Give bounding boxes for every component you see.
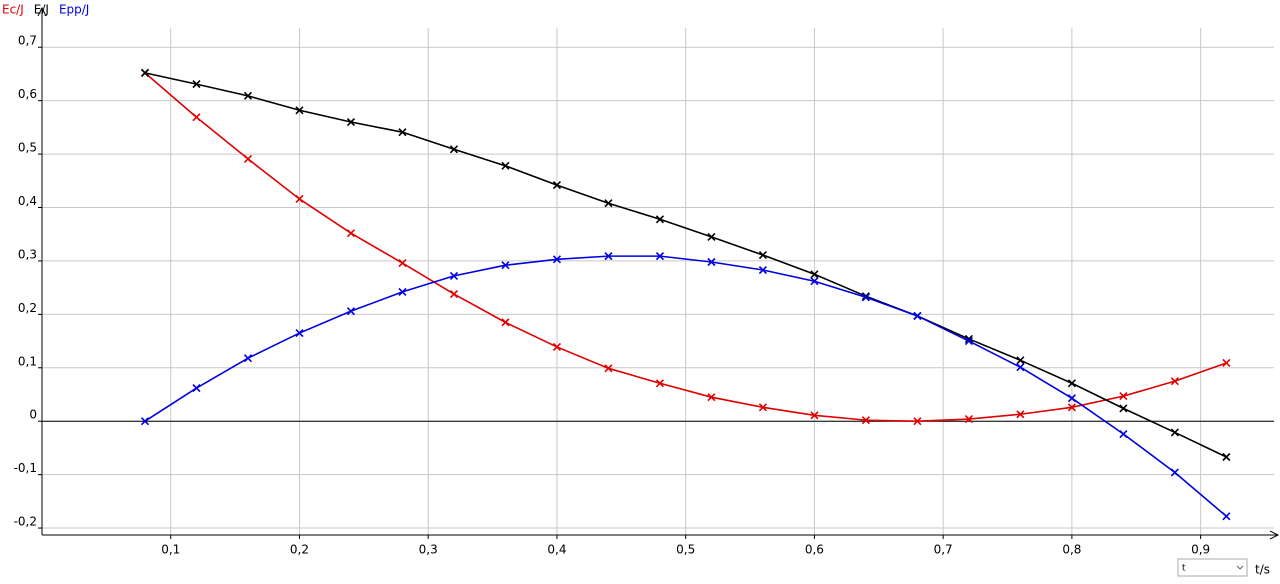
y-tick-label: 0 xyxy=(29,408,37,422)
x-tick-label: 0,9 xyxy=(1191,543,1210,557)
data-point xyxy=(243,91,253,100)
dropdown-value[interactable]: t xyxy=(1182,564,1186,574)
data-point xyxy=(655,215,664,224)
data-point xyxy=(398,287,407,296)
data-point xyxy=(501,261,510,270)
data-point xyxy=(861,293,870,302)
x-tick-label: 0,3 xyxy=(419,543,438,557)
data-point xyxy=(913,311,922,321)
y-tick-label: 0,7 xyxy=(18,34,37,48)
data-point xyxy=(707,257,716,267)
data-point xyxy=(192,113,201,122)
y-tick-label: -0,2 xyxy=(14,515,37,529)
data-point xyxy=(295,328,304,338)
dropdown[interactable]: t xyxy=(1177,558,1248,577)
data-point xyxy=(1222,358,1231,368)
axis-legend: Ec/J E/J Epp/J xyxy=(2,3,89,17)
data-point xyxy=(758,403,767,412)
dropdown-box[interactable] xyxy=(1177,558,1248,577)
data-point xyxy=(604,364,613,373)
data-point xyxy=(1170,468,1179,477)
data-point xyxy=(1170,428,1179,437)
data-point xyxy=(449,271,459,280)
data-point xyxy=(552,255,562,264)
y-axis xyxy=(37,6,47,535)
y-tick-label: 0,3 xyxy=(18,247,37,261)
data-point xyxy=(1170,377,1179,386)
dropdown-arrow[interactable] xyxy=(1236,565,1244,570)
data-point xyxy=(655,379,664,388)
data-point xyxy=(449,289,459,299)
data-point xyxy=(552,342,562,352)
x-tick-label: 0,1 xyxy=(161,543,180,557)
data-point xyxy=(192,384,201,393)
data-point xyxy=(604,199,613,208)
data-point xyxy=(810,270,819,279)
data-point xyxy=(758,265,767,275)
x-axis xyxy=(42,530,1280,540)
y-tick-label: 0,1 xyxy=(18,354,37,368)
data-point xyxy=(1119,392,1128,401)
data-point xyxy=(707,393,716,402)
x-tick-label: 0,4 xyxy=(547,543,566,557)
data-point xyxy=(1016,356,1025,365)
data-point xyxy=(295,106,304,115)
data-point xyxy=(1067,379,1076,388)
data-point xyxy=(346,307,356,316)
series-line xyxy=(144,72,1227,458)
y-tick-label: -0,1 xyxy=(14,461,37,475)
data-point xyxy=(861,416,870,425)
data-point xyxy=(1016,363,1025,372)
data-point xyxy=(552,181,562,190)
data-point xyxy=(707,232,716,241)
legend-label: Epp/J xyxy=(59,3,89,17)
data-point xyxy=(1222,452,1231,462)
x-tick-label: 0,6 xyxy=(805,543,824,557)
data-point xyxy=(1119,404,1128,413)
data-point xyxy=(655,252,664,261)
x-tick-label: 0,2 xyxy=(290,543,309,557)
data-point xyxy=(243,154,253,163)
data-point xyxy=(346,117,356,127)
data-point xyxy=(192,80,201,89)
data-point xyxy=(140,417,150,426)
data-point xyxy=(1067,394,1076,403)
data-point xyxy=(243,354,253,363)
y-tick-label: 0,4 xyxy=(18,194,37,208)
x-tick-label: 0,7 xyxy=(934,543,953,557)
data-point xyxy=(1222,512,1231,521)
data-point xyxy=(758,250,767,260)
data-point xyxy=(604,252,613,261)
x-tick-label: 0,5 xyxy=(676,543,695,557)
x-axis-label: t/s xyxy=(1255,563,1270,577)
y-tick-label: 0,5 xyxy=(18,141,37,155)
data-point xyxy=(449,145,459,154)
series-line xyxy=(144,255,1227,517)
x-tick-label: 0,8 xyxy=(1062,543,1081,557)
y-tick-label: 0,6 xyxy=(18,87,37,101)
data-point xyxy=(913,417,922,426)
data-point xyxy=(501,161,510,170)
data-point xyxy=(346,229,356,238)
data-point xyxy=(1067,403,1076,412)
legend-label: Ec/J xyxy=(2,3,24,17)
data-point xyxy=(1016,410,1025,419)
series-line xyxy=(144,72,1227,423)
data-point xyxy=(964,334,973,343)
data-point xyxy=(964,415,973,424)
data-point xyxy=(1119,429,1128,439)
data-point xyxy=(964,337,973,346)
data-point xyxy=(810,411,819,420)
data-point xyxy=(140,68,150,77)
data-point xyxy=(398,259,407,268)
data-point xyxy=(810,277,819,286)
data-point xyxy=(501,318,510,327)
data-point xyxy=(398,128,407,137)
data-point xyxy=(295,194,304,204)
y-tick-label: 0,2 xyxy=(18,301,37,315)
